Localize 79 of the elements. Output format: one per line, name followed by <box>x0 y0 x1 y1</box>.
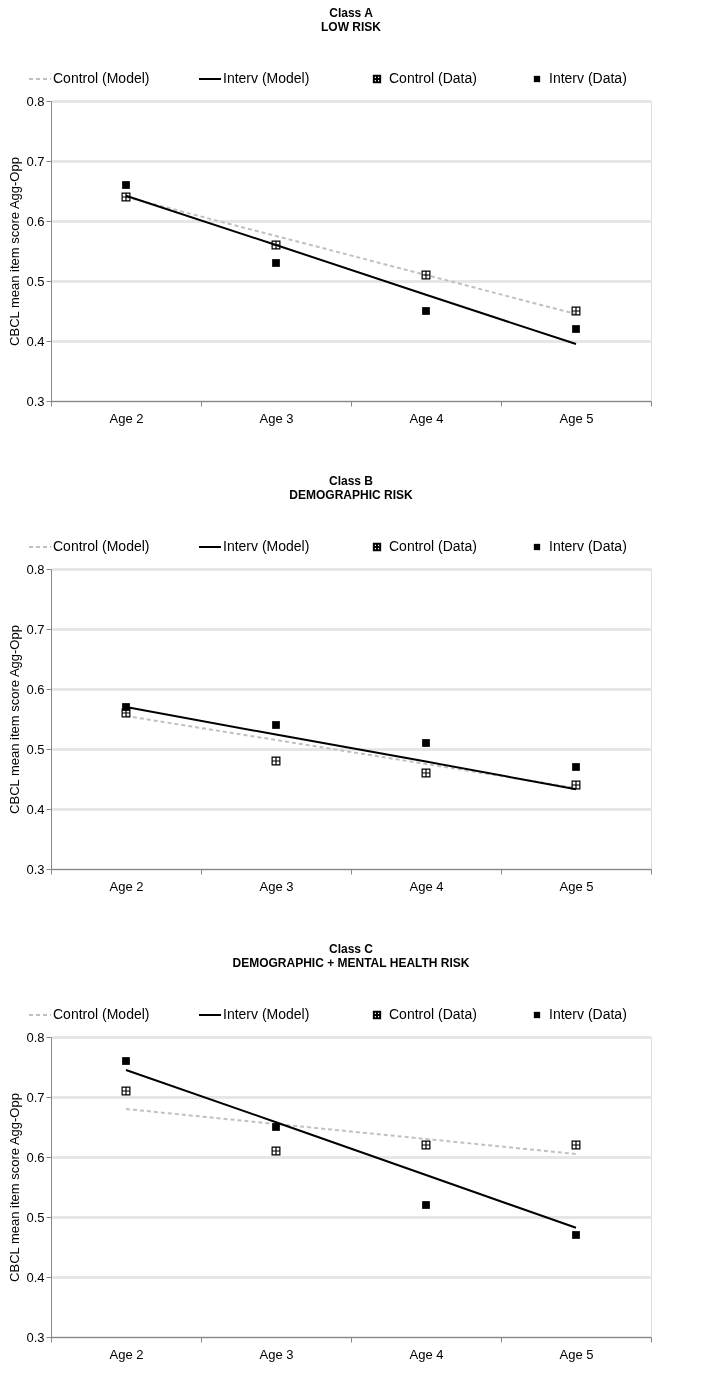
y-tick-label: 0.7 <box>26 621 45 637</box>
chart-subtitle: LOW RISK <box>321 19 382 34</box>
y-tick-label: 0.4 <box>26 1269 45 1285</box>
point <box>572 325 580 333</box>
point <box>421 768 431 778</box>
point <box>272 259 280 267</box>
x-tick-label: Age 5 <box>559 878 594 894</box>
y-axis-title: CBCL mean item score Agg-Opp <box>7 1093 23 1282</box>
y-axis-title: CBCL mean item score Agg-Opp <box>7 625 23 814</box>
x-tick-label: Age 3 <box>259 410 294 426</box>
point <box>572 1231 580 1239</box>
y-tick-label: 0.6 <box>26 213 45 229</box>
y-tick-label: 0.5 <box>26 741 45 757</box>
point <box>571 1140 581 1150</box>
point <box>122 181 130 189</box>
point <box>122 703 130 711</box>
point <box>572 763 580 771</box>
point <box>421 1140 431 1150</box>
x-tick-label: Age 5 <box>559 1346 594 1362</box>
point <box>422 739 430 747</box>
y-tick-label: 0.5 <box>26 1209 45 1225</box>
y-tick-label: 0.3 <box>26 393 45 409</box>
x-tick-label: Age 2 <box>109 1346 144 1362</box>
point <box>122 1057 130 1065</box>
point <box>571 780 581 790</box>
y-tick-label: 0.6 <box>26 1149 45 1165</box>
y-tick-label: 0.4 <box>26 801 45 817</box>
chart-title: Class B <box>328 473 374 488</box>
point <box>272 1123 280 1131</box>
point <box>422 1201 430 1209</box>
x-tick-label: Age 3 <box>259 1346 294 1362</box>
x-tick-label: Age 3 <box>259 878 294 894</box>
line-series <box>125 1069 577 1229</box>
legend-label: Interv (Data) <box>549 1006 627 1022</box>
legend-label: Interv (Model) <box>223 538 310 554</box>
point <box>571 306 581 316</box>
x-tick-label: Age 2 <box>109 410 144 426</box>
point <box>421 270 431 280</box>
point <box>271 1146 281 1156</box>
y-tick-label: 0.8 <box>26 93 45 109</box>
y-tick-label: 0.8 <box>26 1029 45 1045</box>
y-axis-title: CBCL mean item score Agg-Opp <box>7 157 23 346</box>
line-series <box>125 196 577 315</box>
point <box>271 756 281 766</box>
x-tick-label: Age 4 <box>409 878 444 894</box>
chart-title: Class C <box>328 941 374 956</box>
y-tick-label: 0.4 <box>26 333 45 349</box>
chart-subtitle: DEMOGRAPHIC + MENTAL HEALTH RISK <box>232 955 470 970</box>
point <box>272 721 280 729</box>
y-tick-label: 0.5 <box>26 273 45 289</box>
y-tick-label: 0.8 <box>26 561 45 577</box>
x-tick-label: Age 2 <box>109 878 144 894</box>
point <box>121 192 131 202</box>
point <box>121 708 131 718</box>
x-tick-label: Age 4 <box>409 410 444 426</box>
legend-label: Control (Model) <box>53 70 150 86</box>
legend-label: Control (Data) <box>389 538 477 554</box>
legend-label: Control (Data) <box>389 70 477 86</box>
chart-subtitle: DEMOGRAPHIC RISK <box>289 487 413 502</box>
legend-label: Interv (Model) <box>223 1006 310 1022</box>
x-tick-label: Age 5 <box>559 410 594 426</box>
legend-label: Control (Model) <box>53 538 150 554</box>
y-tick-label: 0.3 <box>26 1329 45 1345</box>
legend-label: Interv (Data) <box>549 70 627 86</box>
x-tick-label: Age 4 <box>409 1346 444 1362</box>
point <box>121 1086 131 1096</box>
line-series <box>125 1108 577 1155</box>
y-tick-label: 0.3 <box>26 861 45 877</box>
legend-label: Control (Model) <box>53 1006 150 1022</box>
y-tick-label: 0.6 <box>26 681 45 697</box>
legend-label: Interv (Model) <box>223 70 310 86</box>
legend-label: Control (Data) <box>389 1006 477 1022</box>
line-series <box>125 194 577 345</box>
y-tick-label: 0.7 <box>26 153 45 169</box>
point <box>271 240 281 250</box>
y-tick-label: 0.7 <box>26 1089 45 1105</box>
point <box>422 307 430 315</box>
legend-label: Interv (Data) <box>549 538 627 554</box>
chart-title: Class A <box>329 5 374 20</box>
